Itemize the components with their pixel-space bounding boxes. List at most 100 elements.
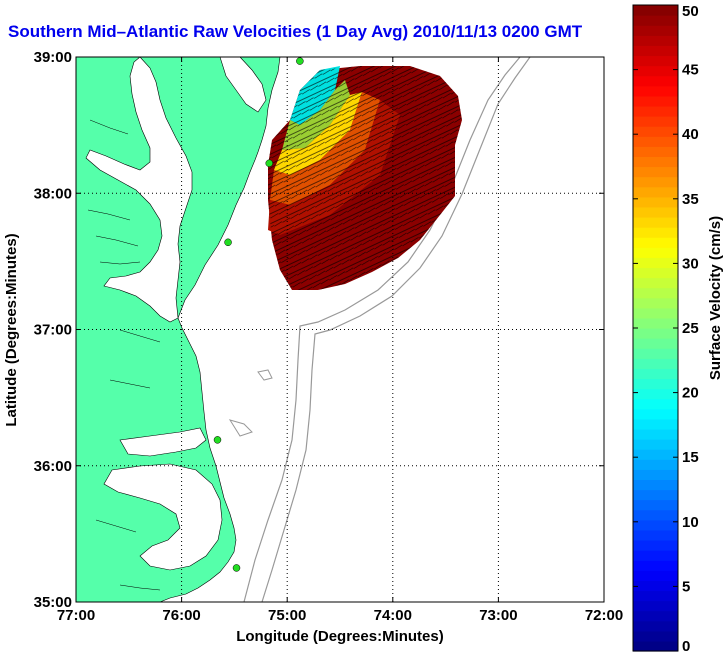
x-tick-label: 73:00 <box>479 607 517 624</box>
colorbar-segment <box>633 85 678 97</box>
colorbar-segment <box>633 550 678 561</box>
river-lines <box>87 119 161 591</box>
x-tick-label: 72:00 <box>585 607 623 624</box>
colorbar-segment <box>633 95 678 107</box>
colorbar-segment <box>633 570 678 581</box>
station-3 <box>224 238 232 247</box>
colorbar-segment <box>633 469 678 481</box>
albemarle-sound <box>119 427 207 457</box>
colorbar-segment <box>633 186 678 198</box>
colorbar-segment <box>633 338 678 349</box>
y-axis: 39:00 38:00 37:00 36:00 35:00 <box>34 49 604 611</box>
colorbar-segment <box>633 428 678 440</box>
colorbar-segment <box>633 529 678 541</box>
x-axis-label: Longitude (Degrees:Minutes) <box>236 628 444 645</box>
colorbar-segment <box>633 297 678 309</box>
colorbar-tick-label: 15 <box>682 449 699 466</box>
colorbar-segment <box>633 590 678 602</box>
grid-lines <box>76 57 604 602</box>
colorbar-segment <box>633 620 678 632</box>
colorbar-segment <box>633 216 678 228</box>
colorbar-tick-label: 35 <box>682 191 699 208</box>
station-2 <box>265 159 273 168</box>
colorbar-segment <box>633 539 678 551</box>
colorbar-segment <box>633 418 678 430</box>
colorbar-segment <box>633 459 678 470</box>
colorbar-segment <box>633 348 678 359</box>
colorbar-segment <box>633 499 678 511</box>
colorbar-segment <box>633 489 678 501</box>
colorbar-segment <box>633 15 678 26</box>
colorbar-tick-label: 25 <box>682 320 699 337</box>
y-tick-label: 38:00 <box>34 185 72 202</box>
colorbar-segment <box>633 358 678 369</box>
colorbar-segment <box>633 126 678 137</box>
colorbar-segment <box>633 610 678 622</box>
y-axis-label: Latitude (Degrees:Minutes) <box>3 233 20 426</box>
colorbar-tick-label: 20 <box>682 385 699 402</box>
colorbar-segment <box>633 116 678 127</box>
colorbar-tick-label: 5 <box>682 578 690 595</box>
colorbar-segment <box>633 509 678 521</box>
colorbar-tick-label: 10 <box>682 514 699 531</box>
colorbar-segment <box>633 449 678 460</box>
bathymetry-contour-1 <box>243 57 521 602</box>
colorbar-label: Surface Velocity (cm/s) <box>707 216 724 380</box>
x-tick-label: 74:00 <box>374 607 412 624</box>
colorbar-segment <box>633 307 678 319</box>
colorbar-segment <box>633 156 678 168</box>
colorbar-segment <box>633 408 678 420</box>
colorbar-tick-label: 40 <box>682 126 699 143</box>
colorbar-segment <box>633 166 678 178</box>
colorbar-segment <box>633 287 678 299</box>
chesapeake-bay <box>85 57 193 323</box>
colorbar-segment <box>633 176 678 188</box>
stations-layer <box>213 57 304 572</box>
y-tick-label: 39:00 <box>34 49 72 66</box>
colorbar-segment <box>633 317 678 329</box>
colorbar-tick-label: 45 <box>682 62 699 79</box>
x-tick-label: 75:00 <box>268 607 306 624</box>
colorbar-segment <box>633 267 678 279</box>
colorbar-segment <box>633 328 678 339</box>
colorbar-tick-label: 50 <box>682 3 699 20</box>
station-5 <box>232 564 241 572</box>
colorbar-segment <box>633 136 678 147</box>
colorbar-segment <box>633 146 678 158</box>
colorbar-segment <box>633 439 678 450</box>
bathymetry-contour-2 <box>261 57 531 602</box>
map-title: Southern Mid–Atlantic Raw Velocities (1 … <box>8 22 583 41</box>
bathymetry-contour-3 <box>228 369 273 437</box>
colorbar-tick-label: 0 <box>682 638 690 655</box>
colorbar-segment <box>633 388 678 400</box>
colorbar-segment <box>633 35 678 46</box>
colorbar-segment <box>633 25 678 36</box>
x-axis: 77:00 76:00 75:00 74:00 73:00 72:00 <box>57 57 623 624</box>
colorbar-segment <box>633 257 678 269</box>
pamlico-sound <box>103 463 223 571</box>
colorbar-segment <box>633 55 678 67</box>
colorbar-segment <box>633 630 678 642</box>
colorbar-segment <box>633 45 678 57</box>
colorbar-segment <box>633 105 678 117</box>
colorbar-segment <box>633 237 678 248</box>
colorbar-segment <box>633 560 678 571</box>
colorbar-segment <box>633 5 678 16</box>
velocity-field <box>268 66 462 290</box>
y-tick-label: 36:00 <box>34 458 72 475</box>
colorbar-segment <box>633 227 678 238</box>
station-4 <box>213 436 222 444</box>
colorbar-segment <box>633 206 678 218</box>
delaware-bay <box>219 57 267 113</box>
colorbar-segment <box>633 277 678 289</box>
colorbar-segment <box>633 640 678 652</box>
colorbar-segment <box>633 65 678 77</box>
colorbar-segment <box>633 378 678 390</box>
colorbar <box>633 5 678 652</box>
x-tick-label: 77:00 <box>57 607 95 624</box>
x-tick-label: 76:00 <box>162 607 200 624</box>
y-tick-label: 37:00 <box>34 322 72 339</box>
colorbar-segment <box>633 247 678 258</box>
colorbar-ticks: 0 5 10 15 20 25 30 35 40 45 50 <box>633 3 699 655</box>
